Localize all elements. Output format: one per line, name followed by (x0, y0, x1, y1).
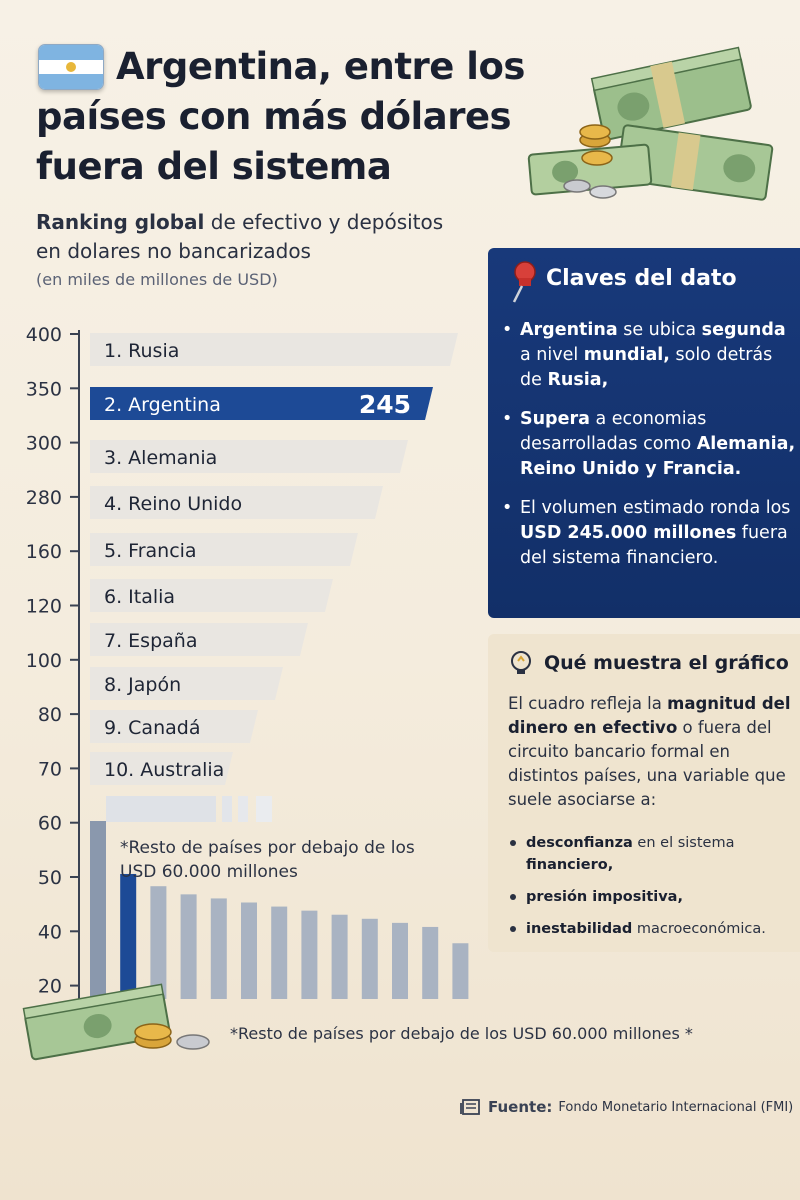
claves-item: Supera a economias desarrolladas como Al… (502, 407, 797, 482)
chart-note-bottom: *Resto de países por debajo de los USD 6… (230, 1024, 693, 1043)
rank-bar-label: 2. Argentina (104, 394, 221, 416)
y-tick-label: 20 (38, 976, 62, 998)
rest-country-bar (331, 914, 348, 999)
rest-country-bar (452, 943, 469, 999)
rank-bar-label: 7. España (104, 630, 197, 652)
rank-bar-label: 1. Rusia (104, 340, 179, 362)
rank-bar-label: 5. Francia (104, 540, 197, 562)
rank-bar-label: 4. Reino Unido (104, 493, 242, 515)
rank-bar (90, 623, 308, 656)
y-tick-label: 80 (38, 704, 62, 726)
source-text: Fondo Monetario Internacional (FMI) (558, 1099, 794, 1115)
y-tick-label: 350 (26, 378, 62, 400)
y-tick-label: 40 (38, 921, 62, 943)
claves-item: Argentina se ubica segunda a nivel mundi… (502, 318, 797, 393)
rank-bar (90, 486, 383, 519)
rank-bar-label: 10. Australia (104, 759, 224, 781)
muestra-list: desconfianza en el sistema financiero, p… (506, 832, 796, 950)
muestra-item: presión impositiva, (506, 886, 796, 908)
rank-bar-label: 6. Italia (104, 586, 175, 608)
rank-bar (90, 533, 358, 566)
rank-bar (90, 579, 333, 612)
muestra-title: Qué muestra el gráfico (544, 652, 789, 674)
y-tick-label: 280 (26, 487, 62, 509)
rank-bar-label: 3. Alemania (104, 447, 217, 469)
source-line: Fuente: Fondo Monetario Internacional (F… (460, 1098, 793, 1116)
rest-country-bar (422, 926, 439, 999)
newspaper-icon (460, 1099, 480, 1115)
y-tick-label: 300 (26, 433, 62, 455)
money-bills-icon (22, 983, 210, 1061)
rank-bar (90, 387, 433, 420)
rest-country-bar (301, 910, 318, 999)
rank-bar-label: 9. Canadá (104, 717, 200, 739)
claves-panel: Claves del dato Argentina se ubica segun… (488, 248, 800, 618)
title-line-2: países con más dólares (36, 95, 512, 138)
money-stack-icon (527, 46, 774, 201)
rank-bar (90, 752, 233, 785)
rank-bar-value: 245 (359, 390, 411, 419)
rest-country-bar (271, 906, 288, 999)
muestra-text: El cuadro refleja la magnitud del dinero… (508, 694, 791, 809)
source-label: Fuente: (488, 1098, 553, 1116)
muestra-item: desconfianza en el sistema financiero, (506, 832, 796, 876)
muestra-item: inestabilidad macroeconómica. (506, 918, 796, 940)
rest-country-bar (210, 898, 227, 999)
ranking-chart: 400 350 300 280 160 120 100 80 70 60 50 40 20 1. Rus… (26, 324, 469, 1000)
y-tick-label: 160 (26, 541, 62, 563)
rest-country-bar (392, 922, 408, 999)
rest-bar-fade (106, 796, 216, 822)
pushpin-icon (512, 261, 536, 303)
rest-country-bar (90, 821, 106, 999)
title-line-3: fuera del sistema (36, 145, 392, 188)
unit-label: (en miles de millones de USD) (36, 270, 278, 289)
rest-country-bar (241, 902, 257, 999)
rest-bar-fade (256, 796, 272, 822)
rank-bar (90, 710, 258, 743)
rank-bar-label: 8. Japón (104, 674, 181, 696)
y-tick-label: 120 (26, 596, 62, 618)
lightbulb-icon (511, 651, 531, 674)
rank-bar (90, 667, 283, 700)
rest-country-bar (361, 918, 378, 999)
muestra-panel: Qué muestra el gráfico El cuadro refleja… (488, 634, 800, 952)
rest-country-bar (180, 894, 197, 999)
rest-bar-fade (238, 796, 248, 822)
page-title: Argentina, entre los países con más dóla… (36, 42, 556, 192)
chart-subtitle: Ranking global de efectivo y depósitos e… (36, 210, 444, 263)
rest-bar-fade (222, 796, 232, 822)
rank-bar (90, 440, 408, 473)
claves-list: Argentina se ubica segunda a nivel mundi… (502, 318, 797, 585)
y-tick-label: 100 (26, 650, 62, 672)
y-tick-label: 50 (38, 867, 62, 889)
y-tick-label: 400 (26, 324, 62, 346)
y-tick-label: 60 (38, 813, 62, 835)
rank-bar (90, 333, 458, 366)
claves-title: Claves del dato (546, 266, 737, 291)
rest-country-bar (120, 873, 137, 999)
chart-note-top: *Resto de países por debajo de los USD 6… (120, 838, 415, 882)
y-tick-label: 70 (38, 758, 62, 780)
title-line-1: Argentina, entre los (116, 45, 525, 88)
rest-country-bar (150, 886, 167, 999)
argentina-flag-icon (38, 44, 104, 90)
claves-item: El volumen estimado ronda los USD 245.00… (502, 496, 797, 571)
